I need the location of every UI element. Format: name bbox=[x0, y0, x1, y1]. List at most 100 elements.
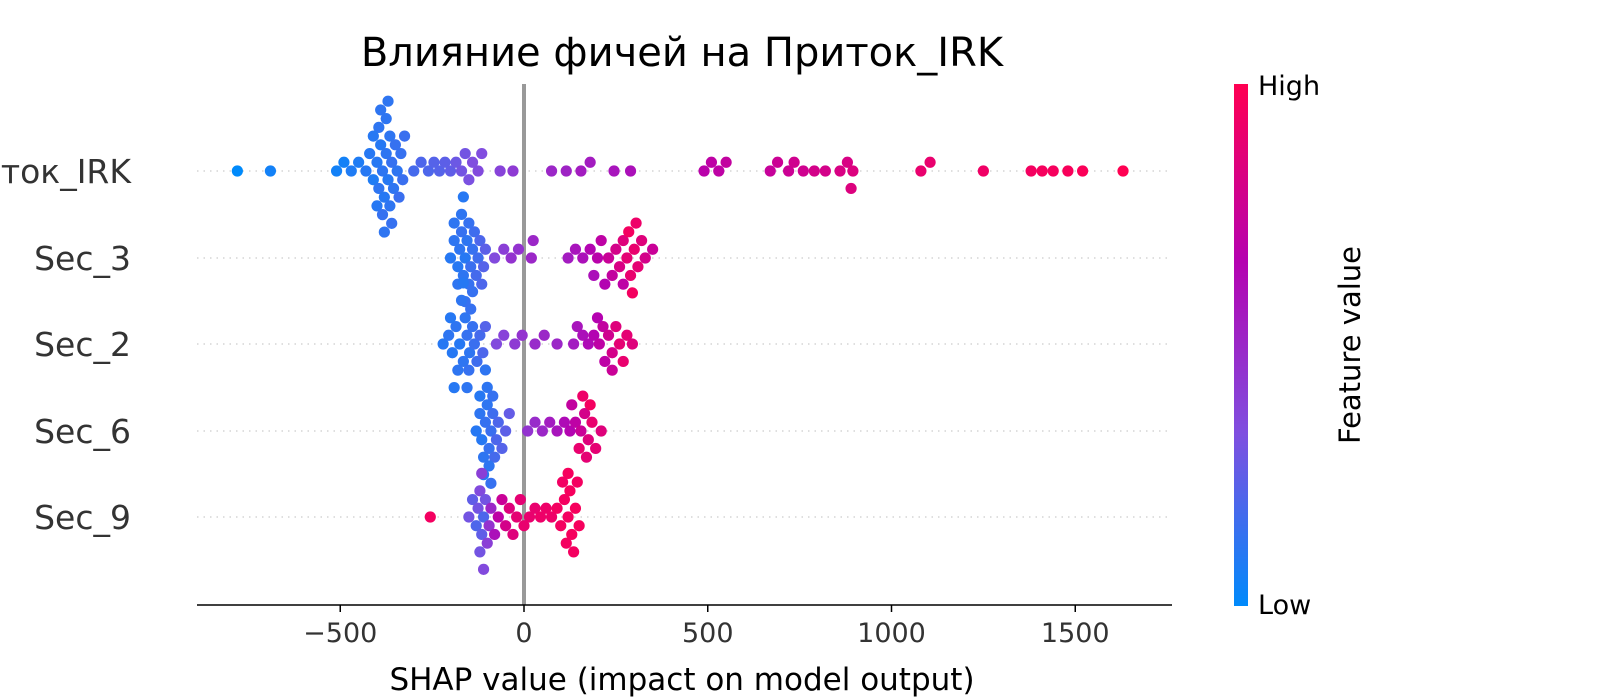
shap-point bbox=[566, 528, 578, 541]
shap-point bbox=[382, 95, 394, 107]
shap-point bbox=[437, 338, 449, 350]
shap-point bbox=[575, 425, 587, 437]
shap-point bbox=[477, 563, 490, 575]
shap-point bbox=[470, 269, 482, 282]
shap-point bbox=[602, 329, 615, 341]
shap-point bbox=[562, 252, 574, 264]
shap-point bbox=[588, 269, 600, 282]
shap-point bbox=[575, 165, 587, 177]
shap-point bbox=[378, 226, 390, 238]
shap-point bbox=[375, 104, 387, 116]
feature-label: Sec_2 bbox=[34, 325, 131, 364]
shap-point bbox=[496, 442, 508, 455]
shap-point bbox=[566, 399, 578, 411]
shap-point bbox=[582, 338, 594, 350]
shap-point bbox=[544, 416, 556, 428]
shap-point bbox=[446, 347, 458, 359]
shap-point bbox=[507, 165, 519, 177]
shap-point bbox=[393, 191, 405, 203]
shap-point bbox=[540, 502, 552, 514]
shap-point bbox=[424, 511, 436, 523]
shap-point bbox=[584, 399, 596, 411]
shap-point bbox=[477, 261, 490, 273]
shap-point bbox=[507, 528, 519, 541]
shap-point bbox=[454, 243, 466, 255]
shap-point bbox=[573, 442, 585, 455]
shap-point bbox=[463, 511, 475, 523]
shap-point bbox=[771, 156, 784, 168]
shap-point bbox=[481, 399, 493, 411]
shap-point bbox=[1062, 165, 1074, 177]
shap-point bbox=[422, 165, 435, 177]
shap-point bbox=[580, 451, 593, 463]
shap-point bbox=[376, 209, 389, 221]
feature-label: Sec_6 bbox=[34, 412, 131, 451]
shap-point bbox=[630, 217, 642, 229]
shap-point bbox=[595, 234, 607, 247]
shap-point bbox=[367, 174, 379, 186]
shap-point bbox=[474, 390, 486, 402]
shap-point bbox=[397, 174, 409, 186]
shap-point bbox=[1036, 165, 1048, 177]
x-axis-label: SHAP value (impact on model output) bbox=[389, 662, 974, 698]
shap-point bbox=[560, 165, 572, 177]
shap-point bbox=[371, 156, 383, 168]
shap-point bbox=[455, 208, 468, 220]
shap-point bbox=[1117, 165, 1129, 177]
shap-point bbox=[373, 182, 385, 195]
shap-point bbox=[457, 355, 469, 368]
shap-point bbox=[591, 252, 604, 264]
shap-point bbox=[472, 502, 484, 514]
shap-point bbox=[555, 520, 567, 532]
shap-point bbox=[378, 191, 390, 203]
shap-point bbox=[496, 493, 508, 506]
shap-point bbox=[525, 252, 537, 264]
shap-point bbox=[624, 269, 637, 282]
shap-point bbox=[375, 139, 387, 151]
shap-point bbox=[479, 493, 492, 506]
shap-point bbox=[479, 243, 492, 255]
shap-point bbox=[534, 511, 547, 523]
shap-point bbox=[373, 121, 385, 133]
shap-point bbox=[523, 511, 536, 523]
shap-point bbox=[476, 434, 488, 446]
shap-point bbox=[483, 442, 495, 455]
shap-point bbox=[632, 261, 644, 273]
shap-point bbox=[470, 425, 482, 437]
shap-point bbox=[639, 252, 651, 264]
shap-point bbox=[360, 165, 372, 177]
shap-point bbox=[231, 165, 243, 177]
shap-point bbox=[579, 407, 591, 420]
shap-point bbox=[511, 511, 523, 523]
shap-point bbox=[500, 520, 512, 532]
shap-point bbox=[599, 278, 611, 290]
shap-point bbox=[514, 493, 526, 506]
shap-point bbox=[476, 528, 488, 541]
shap-point bbox=[474, 234, 486, 247]
shap-point bbox=[847, 165, 859, 177]
shap-point bbox=[439, 156, 451, 168]
shap-point bbox=[364, 147, 376, 160]
colorbar-title: Feature value bbox=[1333, 246, 1367, 444]
shap-point bbox=[841, 156, 854, 168]
shap-point bbox=[571, 320, 583, 333]
shap-point bbox=[797, 165, 809, 177]
shap-point bbox=[489, 451, 501, 463]
shap-point bbox=[617, 278, 629, 290]
feature-grid-lines bbox=[197, 170, 1168, 518]
shap-point bbox=[551, 502, 563, 514]
shap-point bbox=[455, 294, 468, 306]
shap-point bbox=[461, 382, 473, 394]
shap-point bbox=[479, 364, 492, 376]
shap-point bbox=[487, 390, 499, 402]
shap-point bbox=[569, 502, 582, 514]
shap-points bbox=[231, 95, 1129, 575]
shap-point bbox=[450, 156, 462, 168]
shap-point bbox=[465, 261, 477, 273]
shap-point bbox=[597, 320, 609, 333]
shap-point bbox=[466, 243, 479, 255]
shap-point bbox=[551, 425, 563, 437]
shap-point bbox=[477, 347, 489, 359]
shap-point bbox=[489, 252, 501, 264]
shap-point bbox=[571, 476, 583, 488]
